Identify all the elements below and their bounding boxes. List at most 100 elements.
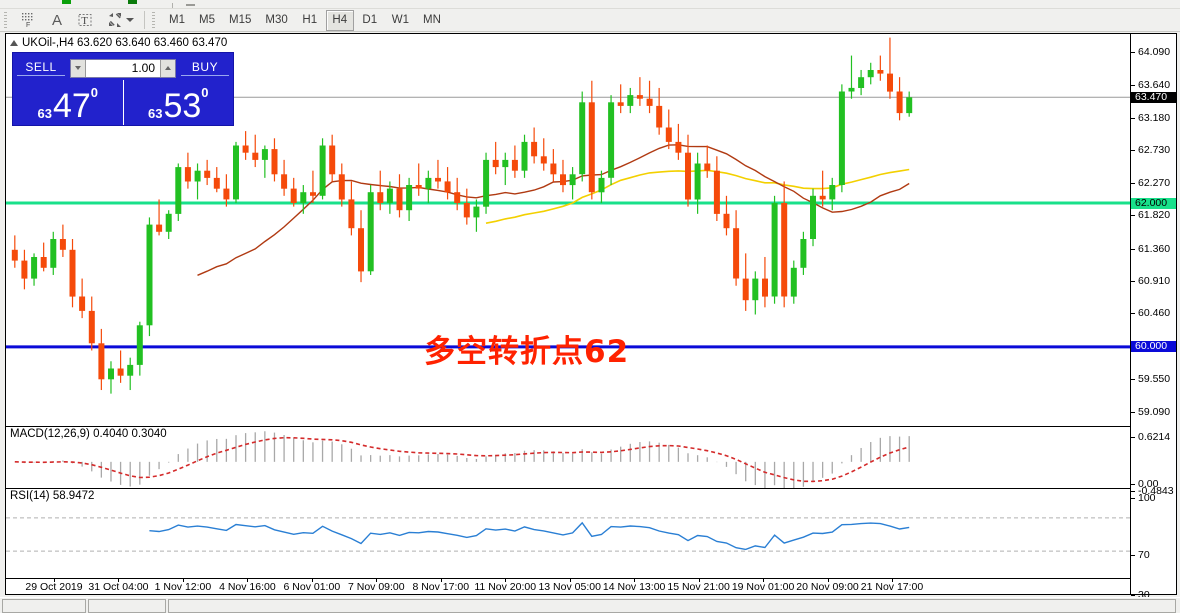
- partial-icon-green-2: [128, 0, 137, 4]
- time-tick-9: 14 Nov 13:00: [602, 581, 666, 593]
- timeframe-d1[interactable]: D1: [362, 14, 378, 26]
- time-tick-7: 11 Nov 20:00: [474, 581, 537, 593]
- svg-text:T: T: [81, 15, 88, 27]
- toolbar-stub: [0, 0, 1180, 9]
- volume-increase-button[interactable]: [160, 59, 175, 77]
- rsi-tick-2: 30: [1131, 590, 1176, 601]
- time-tick-6: 8 Nov 17:00: [412, 581, 470, 593]
- time-tick-3: 4 Nov 16:00: [219, 581, 276, 593]
- volume-input[interactable]: 1.00: [131, 60, 155, 75]
- rsi-plot: [6, 517, 1132, 552]
- macd-tick-0: 0.6214: [1131, 432, 1176, 443]
- price-tick-13: 59.090: [1131, 406, 1176, 418]
- price-tick-7: 61.820: [1131, 210, 1176, 221]
- timeframe-grip[interactable]: [150, 10, 159, 30]
- time-tick-mark-9: [634, 579, 636, 582]
- partial-icon-gray: [186, 4, 195, 6]
- rsi-label: RSI(14) 58.9472: [10, 490, 95, 502]
- volume-stepper[interactable]: 1.00: [70, 58, 176, 78]
- time-tick-mark-5: [376, 579, 378, 582]
- rsi-pane[interactable]: RSI(14) 58.9472: [6, 488, 1132, 579]
- price-tick-4: 62.730: [1131, 145, 1176, 156]
- time-tick-12: 20 Nov 09:00: [796, 581, 859, 593]
- time-tick-5: 7 Nov 09:00: [347, 581, 405, 593]
- chart-canvas[interactable]: UKOil-,H4 63.620 63.640 63.460 63.470 多空…: [6, 34, 1176, 613]
- sell-price-big-figure: 63: [37, 106, 52, 121]
- rsi-tick-0: 100: [1131, 493, 1176, 504]
- time-tick-mark-12: [827, 579, 829, 582]
- time-tick-mark-8: [569, 579, 571, 582]
- buy-price[interactable]: 63 53 0: [122, 80, 234, 125]
- buy-button[interactable]: BUY: [181, 60, 229, 76]
- toolbar-grip[interactable]: [2, 10, 11, 30]
- timeframe-h4[interactable]: H4: [325, 9, 354, 31]
- price-tick-10: 60.460: [1131, 308, 1176, 319]
- time-tick-mark-3: [247, 579, 249, 582]
- time-tick-2: 1 Nov 12:00: [154, 581, 212, 593]
- macd-label: MACD(12,26,9) 0.4040 0.3040: [10, 428, 167, 440]
- chevron-down-icon[interactable]: [126, 18, 134, 22]
- crosshair-grid-icon[interactable]: F: [15, 10, 43, 31]
- timeframe-m1[interactable]: M1: [169, 14, 185, 26]
- buy-price-big-figure: 63: [147, 106, 163, 121]
- symbol-ohlc-text: UKOil-,H4 63.620 63.640 63.460 63.470: [22, 37, 228, 49]
- time-tick-mark-6: [440, 579, 442, 582]
- partial-icon-green: [62, 0, 71, 4]
- timeframe-h1[interactable]: H1: [302, 14, 318, 26]
- price-tick-12: 59.550: [1131, 373, 1176, 385]
- sell-button[interactable]: SELL: [17, 60, 65, 76]
- buy-price-pips: 53: [163, 87, 202, 125]
- time-tick-1: 31 Oct 04:00: [88, 581, 149, 593]
- price-tick-5: 62.270: [1131, 178, 1176, 189]
- macd-plot: [14, 431, 910, 488]
- macd-tick-2: -0.4843: [1131, 486, 1176, 497]
- price-tick-0: 64.090: [1131, 47, 1176, 58]
- price-tick-9: 60.910: [1131, 275, 1176, 287]
- time-tick-10: 15 Nov 21:00: [667, 581, 730, 593]
- sell-price-fraction: 0: [90, 85, 99, 100]
- timeframe-mn[interactable]: MN: [423, 14, 441, 26]
- chart-window[interactable]: UKOil-,H4 63.620 63.640 63.460 63.470 多空…: [5, 33, 1177, 613]
- time-tick-13: 21 Nov 17:00: [860, 581, 924, 593]
- time-tick-mark-10: [698, 579, 700, 582]
- price-tick-1: 63.640: [1131, 79, 1176, 91]
- timeframe-m5[interactable]: M5: [199, 14, 215, 26]
- timeframe-m30[interactable]: M30: [265, 14, 288, 26]
- status-cell-1: [2, 599, 86, 613]
- main-toolbar: F A T: [0, 9, 1180, 32]
- time-tick-mark-1: [118, 579, 120, 582]
- price-tick-8: 61.360: [1131, 243, 1176, 255]
- one-click-trading-panel[interactable]: SELL 1.00 BUY 63 47: [12, 52, 234, 126]
- arrows-icon[interactable]: [101, 10, 140, 31]
- timeframe-w1[interactable]: W1: [391, 14, 409, 26]
- price-tick-11: 60.000: [1131, 341, 1176, 353]
- time-tick-0: 29 Oct 2019: [25, 581, 83, 593]
- toolbar-separator: [144, 11, 145, 29]
- sell-price-pips: 47: [52, 87, 91, 125]
- sell-price[interactable]: 63 47 0: [13, 80, 123, 125]
- symbol-header: UKOil-,H4 63.620 63.640 63.460 63.470: [10, 36, 227, 50]
- rsi-tick-1: 70: [1131, 550, 1176, 561]
- time-tick-mark-4: [311, 579, 313, 582]
- time-tick-mark-0: [54, 579, 55, 582]
- timeframe-m15[interactable]: M15: [229, 14, 252, 26]
- text-box-icon[interactable]: T: [71, 10, 99, 31]
- toolbar-divider: [172, 3, 173, 8]
- status-cell-2: [88, 599, 166, 613]
- status-cell-3: [168, 599, 1176, 613]
- chevron-down-icon: [75, 66, 81, 70]
- chart-annotation: 多空转折点62: [424, 334, 630, 370]
- time-tick-mark-7: [505, 579, 507, 582]
- price-axis[interactable]: 64.090 63.640 63.470 63.180 62.730 62.270 62.0…: [1130, 34, 1176, 613]
- text-label-icon[interactable]: A: [45, 10, 69, 31]
- macd-pane[interactable]: MACD(12,26,9) 0.4040 0.3040: [6, 426, 1132, 488]
- time-axis[interactable]: 29 Oct 2019 31 Oct 04:00 1 Nov 12:00 4 Nov …: [6, 578, 1176, 594]
- svg-text:F: F: [26, 22, 30, 29]
- volume-decrease-button[interactable]: [71, 59, 86, 77]
- time-tick-11: 19 Nov 01:00: [731, 581, 795, 593]
- time-tick-mark-11: [763, 579, 765, 582]
- time-tick-8: 13 Nov 05:00: [538, 581, 601, 593]
- triangle-up-icon: [10, 40, 18, 46]
- buy-price-fraction: 0: [201, 85, 209, 100]
- time-tick-4: 6 Nov 01:00: [283, 581, 341, 593]
